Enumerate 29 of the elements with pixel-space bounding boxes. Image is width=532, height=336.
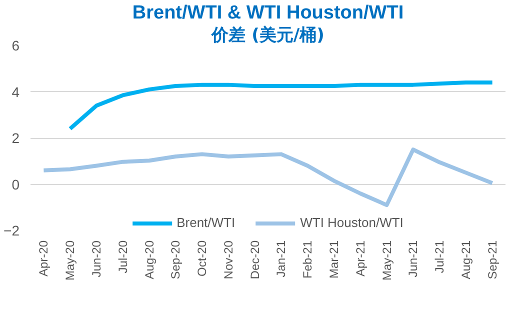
y-tick-label: 0 bbox=[12, 176, 20, 192]
x-tick-label: Jun-20 bbox=[89, 240, 104, 278]
x-tick-label: Sep-21 bbox=[485, 240, 500, 280]
y-tick-label: 4 bbox=[12, 84, 20, 100]
chart-subtitle: 价差 (美元/桶) bbox=[210, 26, 324, 46]
x-tick-label: Jul-20 bbox=[116, 240, 130, 274]
x-tick-label: Dec-20 bbox=[248, 240, 262, 280]
y-tick-label: 2 bbox=[12, 130, 20, 146]
legend-label: Brent/WTI bbox=[176, 215, 236, 230]
x-tick-label: Apr-21 bbox=[353, 240, 368, 277]
y-tick-label: 6 bbox=[12, 38, 20, 54]
x-tick-label: Feb-21 bbox=[300, 240, 315, 279]
x-tick-label: Jul-21 bbox=[432, 240, 447, 274]
chart-title: Brent/WTI & WTI Houston/WTI bbox=[132, 2, 404, 24]
x-tick-label: Nov-20 bbox=[221, 240, 236, 280]
x-tick-label: Mar-21 bbox=[326, 240, 341, 279]
x-tick-label: Aug-21 bbox=[458, 240, 473, 280]
line-series bbox=[42, 148, 494, 208]
x-tick-label: Jan-21 bbox=[274, 240, 288, 278]
legend-label: WTI Houston/WTI bbox=[300, 215, 404, 230]
x-tick-label: Oct-20 bbox=[195, 240, 210, 277]
x-tick-label: Aug-20 bbox=[142, 240, 156, 280]
x-tick-label: Jun-21 bbox=[406, 240, 420, 278]
x-tick-label: Apr-20 bbox=[36, 240, 51, 277]
line-series bbox=[68, 80, 494, 131]
x-tick-label: May-20 bbox=[63, 240, 78, 281]
y-tick-label: −2 bbox=[4, 222, 20, 238]
x-tick-label: Sep-20 bbox=[168, 240, 183, 280]
x-tick-label: May-21 bbox=[380, 240, 394, 281]
